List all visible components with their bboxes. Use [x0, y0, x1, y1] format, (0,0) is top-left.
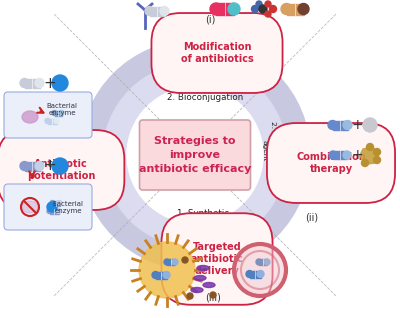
Text: Bacterial
enzyme: Bacterial enzyme	[46, 103, 78, 116]
Polygon shape	[167, 259, 175, 265]
Polygon shape	[259, 259, 267, 265]
Circle shape	[234, 244, 286, 296]
Circle shape	[47, 202, 57, 212]
Polygon shape	[150, 6, 164, 16]
Ellipse shape	[256, 259, 262, 265]
Text: (i): (i)	[205, 14, 215, 24]
Ellipse shape	[191, 287, 203, 293]
Circle shape	[374, 149, 380, 156]
Text: Modification
of antibiotics: Modification of antibiotics	[181, 42, 253, 64]
Circle shape	[187, 293, 193, 299]
Ellipse shape	[20, 79, 29, 87]
Text: +: +	[351, 148, 363, 162]
Ellipse shape	[264, 259, 270, 265]
Ellipse shape	[281, 3, 292, 15]
Text: Bacterial
enzyme: Bacterial enzyme	[52, 201, 84, 213]
Circle shape	[270, 5, 276, 12]
Circle shape	[103, 63, 287, 247]
Ellipse shape	[56, 209, 61, 213]
Ellipse shape	[20, 162, 29, 170]
Text: +: +	[44, 158, 56, 174]
Circle shape	[210, 292, 216, 298]
Polygon shape	[332, 121, 348, 129]
FancyBboxPatch shape	[4, 184, 92, 230]
Ellipse shape	[35, 79, 44, 87]
Circle shape	[80, 40, 310, 270]
Ellipse shape	[343, 151, 351, 159]
Ellipse shape	[329, 151, 337, 159]
Ellipse shape	[54, 119, 59, 123]
Ellipse shape	[172, 259, 178, 265]
Polygon shape	[52, 201, 60, 205]
Text: 1. Synthetic
2. Biopolymer: 1. Synthetic 2. Biopolymer	[173, 210, 233, 231]
Text: Targeted
antibiotic
delivery: Targeted antibiotic delivery	[191, 242, 243, 276]
Polygon shape	[286, 3, 304, 15]
Polygon shape	[48, 119, 56, 123]
Ellipse shape	[145, 6, 154, 16]
Circle shape	[265, 11, 271, 17]
Circle shape	[127, 87, 263, 223]
Ellipse shape	[343, 121, 352, 129]
Ellipse shape	[22, 111, 38, 123]
Ellipse shape	[47, 209, 52, 213]
Ellipse shape	[194, 275, 206, 280]
Ellipse shape	[35, 162, 44, 170]
Polygon shape	[156, 272, 166, 279]
Ellipse shape	[298, 3, 309, 15]
Circle shape	[256, 1, 262, 7]
Text: +: +	[44, 75, 56, 91]
Circle shape	[265, 1, 271, 7]
Polygon shape	[54, 110, 62, 115]
Circle shape	[259, 5, 267, 13]
Polygon shape	[24, 79, 40, 87]
Polygon shape	[360, 147, 379, 164]
Polygon shape	[24, 162, 40, 170]
Circle shape	[362, 160, 368, 167]
Text: 1. Synthetic
2. Natural: 1. Synthetic 2. Natural	[102, 135, 124, 183]
Ellipse shape	[57, 201, 62, 205]
Polygon shape	[333, 151, 347, 159]
Circle shape	[182, 257, 188, 263]
Circle shape	[252, 5, 258, 12]
Text: (iii): (iii)	[205, 293, 221, 303]
Polygon shape	[216, 3, 234, 15]
Text: (ii): (ii)	[306, 213, 318, 223]
Polygon shape	[250, 271, 260, 278]
FancyBboxPatch shape	[4, 92, 92, 138]
Ellipse shape	[22, 201, 38, 213]
Ellipse shape	[328, 121, 337, 129]
Ellipse shape	[163, 272, 170, 279]
Ellipse shape	[59, 110, 64, 115]
Ellipse shape	[152, 272, 159, 279]
Text: Strategies to
improve
antibiotic efficacy: Strategies to improve antibiotic efficac…	[139, 136, 251, 174]
Circle shape	[52, 158, 68, 174]
Circle shape	[139, 242, 195, 298]
Ellipse shape	[246, 271, 253, 278]
Ellipse shape	[164, 259, 170, 265]
Ellipse shape	[257, 271, 264, 278]
Ellipse shape	[45, 119, 50, 123]
Text: (iv): (iv)	[70, 210, 86, 220]
Ellipse shape	[160, 6, 169, 16]
Circle shape	[363, 118, 377, 132]
Text: 1. Chemical
2. Bioconjugation: 1. Chemical 2. Bioconjugation	[167, 81, 243, 102]
Ellipse shape	[50, 201, 55, 205]
Polygon shape	[50, 209, 58, 213]
Text: Antibiotic
potentiation: Antibiotic potentiation	[27, 159, 95, 181]
Text: 1. Antibiotic
agent
2. Anti-virulence
agent: 1. Antibiotic agent 2. Anti-virulence ag…	[262, 121, 292, 181]
Ellipse shape	[197, 266, 209, 271]
Circle shape	[366, 143, 374, 150]
FancyBboxPatch shape	[140, 120, 250, 190]
Ellipse shape	[210, 3, 222, 15]
Ellipse shape	[228, 3, 240, 15]
Circle shape	[52, 75, 68, 91]
Ellipse shape	[203, 282, 215, 287]
Text: Combination
therapy: Combination therapy	[296, 152, 366, 174]
Circle shape	[374, 156, 380, 163]
Ellipse shape	[52, 110, 57, 115]
Text: +: +	[351, 118, 363, 132]
